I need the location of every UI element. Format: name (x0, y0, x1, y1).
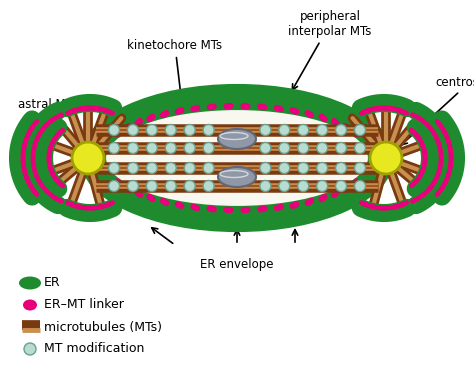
Circle shape (355, 180, 365, 191)
Circle shape (279, 180, 290, 191)
Ellipse shape (105, 109, 369, 207)
Circle shape (317, 124, 328, 135)
Circle shape (298, 124, 309, 135)
Text: peripheral
interpolar MTs: peripheral interpolar MTs (288, 10, 372, 90)
Ellipse shape (218, 129, 256, 149)
Circle shape (146, 163, 157, 173)
Circle shape (260, 180, 271, 191)
Ellipse shape (23, 300, 37, 311)
Circle shape (355, 124, 365, 135)
Circle shape (109, 180, 119, 191)
Circle shape (203, 124, 214, 135)
Circle shape (146, 180, 157, 191)
Circle shape (128, 163, 138, 173)
Circle shape (298, 180, 309, 191)
Circle shape (336, 180, 346, 191)
Circle shape (336, 163, 346, 173)
Text: centrosome: centrosome (401, 75, 474, 145)
Circle shape (203, 180, 214, 191)
Circle shape (260, 124, 271, 135)
Circle shape (355, 163, 365, 173)
Circle shape (184, 124, 195, 135)
Circle shape (128, 142, 138, 153)
Circle shape (146, 142, 157, 153)
Text: astral MTs: astral MTs (18, 99, 77, 124)
Ellipse shape (218, 167, 256, 187)
Circle shape (128, 124, 138, 135)
Circle shape (203, 163, 214, 173)
Text: microtubules (MTs): microtubules (MTs) (44, 321, 162, 333)
Circle shape (279, 124, 290, 135)
Circle shape (109, 124, 119, 135)
Circle shape (165, 163, 176, 173)
Ellipse shape (19, 276, 41, 290)
Circle shape (184, 180, 195, 191)
Text: kinetochore MTs: kinetochore MTs (128, 39, 223, 125)
Text: MT modification: MT modification (44, 343, 145, 355)
Circle shape (128, 180, 138, 191)
Circle shape (317, 180, 328, 191)
Text: ER envelope: ER envelope (200, 258, 274, 271)
Circle shape (184, 142, 195, 153)
Circle shape (260, 142, 271, 153)
Circle shape (203, 142, 214, 153)
Circle shape (317, 142, 328, 153)
Circle shape (336, 124, 346, 135)
Circle shape (279, 142, 290, 153)
Circle shape (298, 163, 309, 173)
Circle shape (109, 142, 119, 153)
Circle shape (72, 142, 104, 174)
Circle shape (184, 163, 195, 173)
Text: ER: ER (44, 276, 61, 290)
Circle shape (165, 124, 176, 135)
Circle shape (279, 163, 290, 173)
Circle shape (146, 124, 157, 135)
Circle shape (317, 163, 328, 173)
Circle shape (355, 142, 365, 153)
Circle shape (24, 343, 36, 355)
Circle shape (370, 142, 402, 174)
Circle shape (298, 142, 309, 153)
Circle shape (165, 142, 176, 153)
Circle shape (336, 142, 346, 153)
Circle shape (109, 163, 119, 173)
Text: ER–MT linker: ER–MT linker (44, 298, 124, 311)
Circle shape (260, 163, 271, 173)
Circle shape (165, 180, 176, 191)
